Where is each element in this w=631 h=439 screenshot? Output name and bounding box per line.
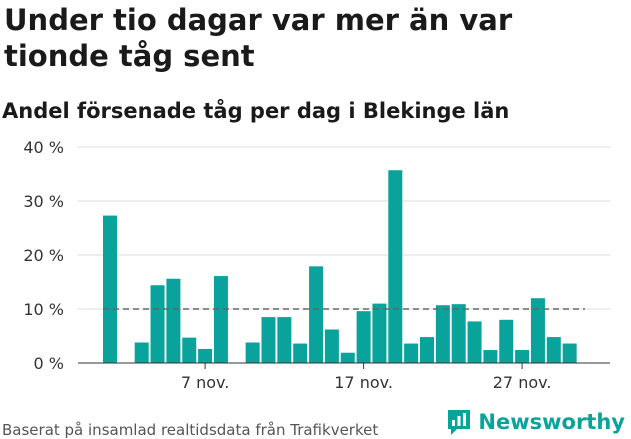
bar xyxy=(150,285,165,363)
bar xyxy=(103,215,117,363)
bar xyxy=(340,352,355,363)
bar xyxy=(309,266,324,363)
bar xyxy=(372,303,387,363)
chart-title: Under tio dagar var mer än var tionde tå… xyxy=(4,3,513,73)
bar xyxy=(530,298,545,363)
bar xyxy=(404,343,419,363)
bar xyxy=(388,170,403,363)
bar xyxy=(467,321,482,363)
bar xyxy=(245,342,260,363)
bar xyxy=(562,343,577,363)
x-tick-label: 17 nov. xyxy=(334,373,393,392)
bar-chart: 0 % 10 % 20 % 30 % 40 % 7 nov. 17 nov. 27 nov. xyxy=(23,138,610,392)
bar xyxy=(293,343,308,363)
bar xyxy=(515,350,530,363)
chart-subtitle: Andel försenade tåg per dag i Blekinge l… xyxy=(2,99,510,123)
x-tick-label: 27 nov. xyxy=(493,373,552,392)
bar xyxy=(182,337,197,363)
brand-name: Newsworthy xyxy=(478,410,625,434)
bar xyxy=(166,278,181,363)
bar xyxy=(261,317,276,363)
bar xyxy=(213,276,228,363)
source-note: Baserat på insamlad realtidsdata från Tr… xyxy=(2,421,379,439)
y-tick-label: 20 % xyxy=(23,246,64,265)
x-tick-label: 7 nov. xyxy=(181,373,230,392)
bar xyxy=(277,317,292,363)
y-tick-label: 40 % xyxy=(23,138,64,157)
bar xyxy=(435,305,450,363)
bar xyxy=(499,319,514,363)
bar xyxy=(134,342,149,363)
bar xyxy=(546,337,561,363)
bar xyxy=(356,311,371,363)
brand-logo: Newsworthy xyxy=(446,408,625,436)
bar-chart-speech-bubble-icon xyxy=(448,410,471,435)
bar xyxy=(198,348,213,363)
y-tick-label: 30 % xyxy=(23,192,64,211)
y-tick-label: 10 % xyxy=(23,300,64,319)
bar xyxy=(420,337,434,363)
bar xyxy=(451,304,466,363)
y-tick-label: 0 % xyxy=(34,354,64,373)
bar xyxy=(483,350,498,363)
bar xyxy=(324,329,339,363)
